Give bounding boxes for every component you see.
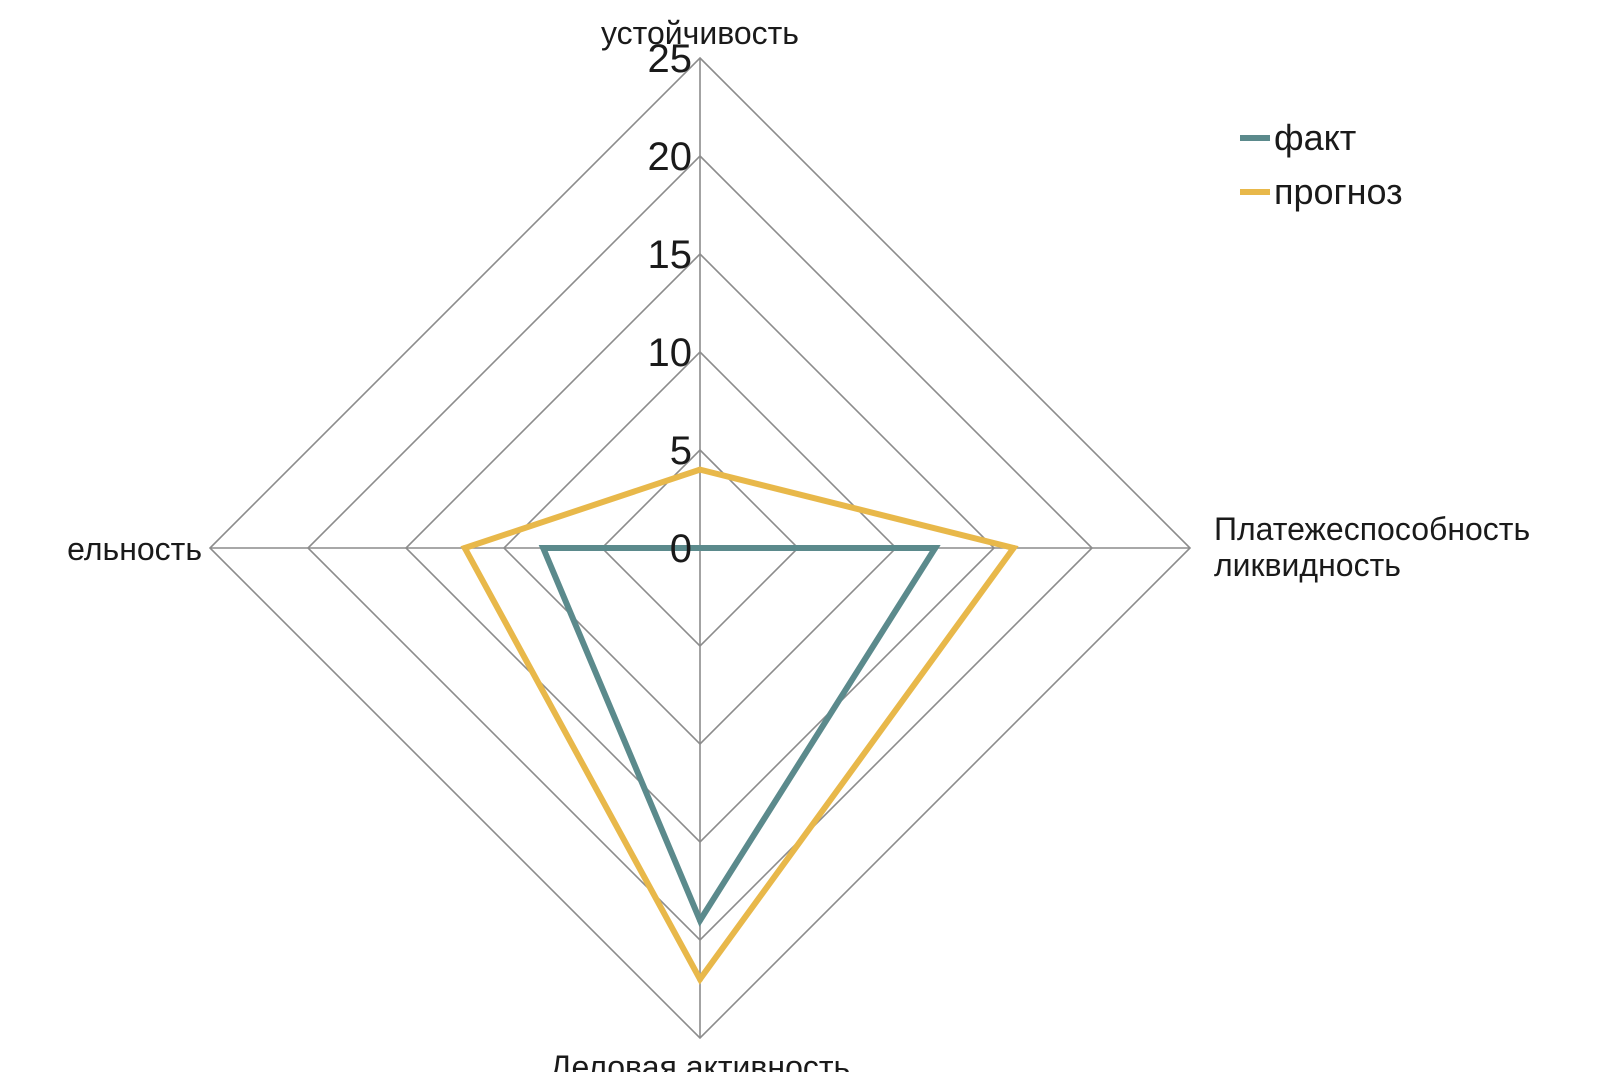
legend-item-0: факт xyxy=(1240,117,1356,158)
tick-label-10: 10 xyxy=(648,331,693,375)
radial-tick-labels: 0 5 10 15 20 25 xyxy=(648,37,693,571)
series-1-point-1 xyxy=(1010,545,1017,551)
axis-label-2: Деловая активность xyxy=(550,1049,850,1072)
tick-label-5: 5 xyxy=(670,429,692,473)
axis-label-0: устойчивость xyxy=(601,15,799,51)
tick-label-20: 20 xyxy=(648,135,693,179)
axis-label-1-line-1: ликвидность xyxy=(1214,547,1401,583)
axis-label-3: ельность xyxy=(67,531,202,567)
axis-label-3-line-0: ельность xyxy=(67,531,202,567)
series-0-point-0 xyxy=(697,545,703,551)
radar-grid xyxy=(208,56,1192,1040)
series-1-point-2 xyxy=(697,976,703,983)
tick-label-0: 0 xyxy=(670,527,692,571)
tick-label-15: 15 xyxy=(648,233,693,277)
series-0-point-2 xyxy=(697,917,703,924)
legend: факт прогноз xyxy=(1240,117,1403,212)
series-0-point-1 xyxy=(932,545,939,551)
axis-label-0-line-0: устойчивость xyxy=(601,15,799,51)
legend-label-0: факт xyxy=(1274,117,1356,158)
tick-label-25: 25 xyxy=(648,37,693,81)
series-0-point-3 xyxy=(540,545,547,551)
axis-label-2-line-0: Деловая активность xyxy=(550,1049,850,1072)
series-0 xyxy=(538,545,941,927)
series-1 xyxy=(460,466,1019,985)
radar-series xyxy=(460,466,1019,985)
axis-label-1: Платежеспособность ликвидность xyxy=(1214,511,1530,583)
axis-label-1-line-0: Платежеспособность xyxy=(1214,511,1530,547)
legend-item-1: прогноз xyxy=(1240,171,1403,212)
series-1-point-3 xyxy=(461,545,468,551)
series-1-point-0 xyxy=(697,466,703,473)
legend-label-1: прогноз xyxy=(1274,171,1403,212)
